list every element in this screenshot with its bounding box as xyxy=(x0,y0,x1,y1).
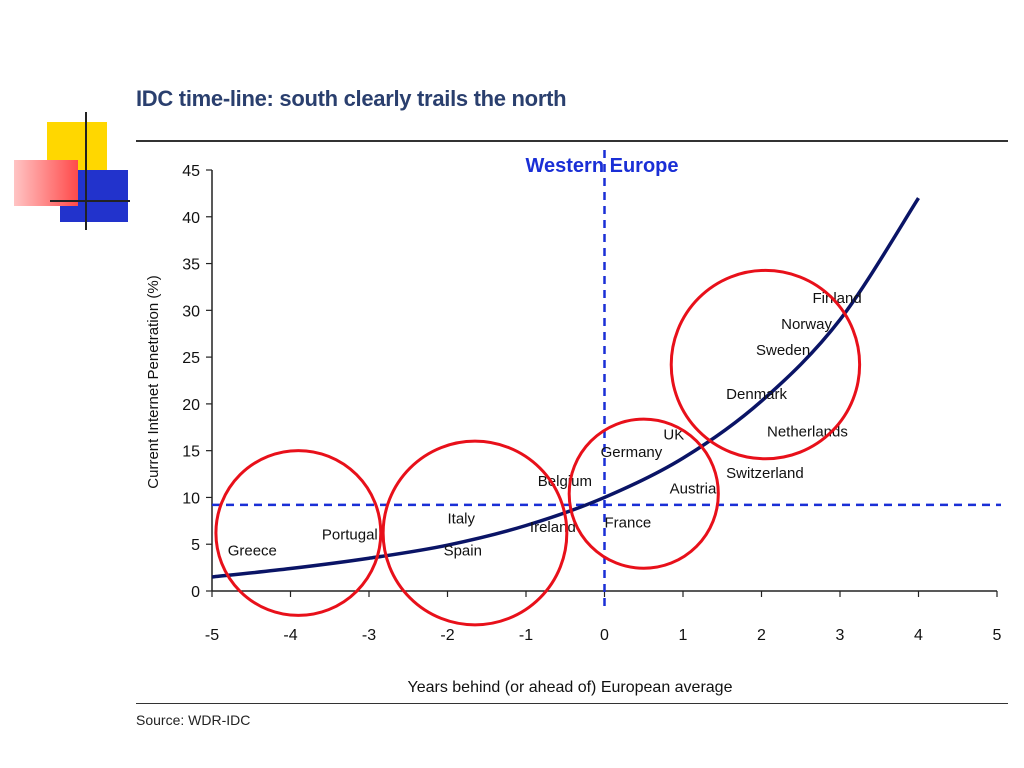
highlight-circle xyxy=(669,268,862,461)
x-tick-label: -1 xyxy=(519,627,533,644)
country-label: Greece xyxy=(228,542,277,559)
country-label: Portugal xyxy=(322,527,378,544)
country-label: Finland xyxy=(813,290,862,307)
highlight-circle xyxy=(214,449,383,617)
y-tick-label: 0 xyxy=(191,584,200,601)
chart-title: Western Europe xyxy=(526,155,679,177)
country-label: Austria xyxy=(670,481,717,498)
country-label: Germany xyxy=(601,444,663,461)
x-tick-label: 0 xyxy=(600,627,609,644)
x-tick-label: -2 xyxy=(440,627,454,644)
footer-rule xyxy=(136,703,1008,704)
country-label: Ireland xyxy=(530,519,576,536)
y-tick-label: 45 xyxy=(182,163,200,180)
x-tick-label: 2 xyxy=(757,627,766,644)
country-label: Switzerland xyxy=(726,465,804,482)
deco-horizontal-line xyxy=(50,200,130,202)
highlight-circle xyxy=(567,417,720,570)
x-tick-label: -5 xyxy=(205,627,219,644)
country-label: Italy xyxy=(448,511,476,528)
x-tick-label: -3 xyxy=(362,627,376,644)
country-label: UK xyxy=(663,426,684,443)
y-tick-label: 15 xyxy=(182,444,200,461)
y-tick-label: 25 xyxy=(182,350,200,367)
country-label: Norway xyxy=(781,316,832,333)
country-label: Belgium xyxy=(538,473,592,490)
x-tick-label: 5 xyxy=(993,627,1002,644)
y-tick-label: 40 xyxy=(182,210,200,227)
x-axis-label: Years behind (or ahead of) European aver… xyxy=(408,679,733,696)
deco-red-square xyxy=(14,160,78,206)
slide-title: IDC time-line: south clearly trails the … xyxy=(136,86,567,111)
y-axis-label: Current Internet Penetration (%) xyxy=(145,275,162,488)
country-label: Spain xyxy=(444,542,482,559)
y-tick-label: 5 xyxy=(191,537,200,554)
x-tick-label: 3 xyxy=(836,627,845,644)
y-tick-label: 30 xyxy=(182,303,200,320)
x-tick-label: 1 xyxy=(679,627,688,644)
country-label: Sweden xyxy=(756,342,810,359)
country-label: France xyxy=(605,514,652,531)
country-label: Denmark xyxy=(726,386,787,403)
title-rule xyxy=(136,140,1008,142)
highlight-circle xyxy=(381,439,569,627)
x-tick-label: 4 xyxy=(914,627,923,644)
x-tick-label: -4 xyxy=(283,627,297,644)
y-tick-label: 10 xyxy=(182,490,200,507)
deco-vertical-line xyxy=(85,112,87,230)
source-note: Source: WDR-IDC xyxy=(136,712,251,728)
y-tick-label: 20 xyxy=(182,397,200,414)
penetration-curve xyxy=(211,197,920,579)
y-tick-label: 35 xyxy=(182,257,200,274)
